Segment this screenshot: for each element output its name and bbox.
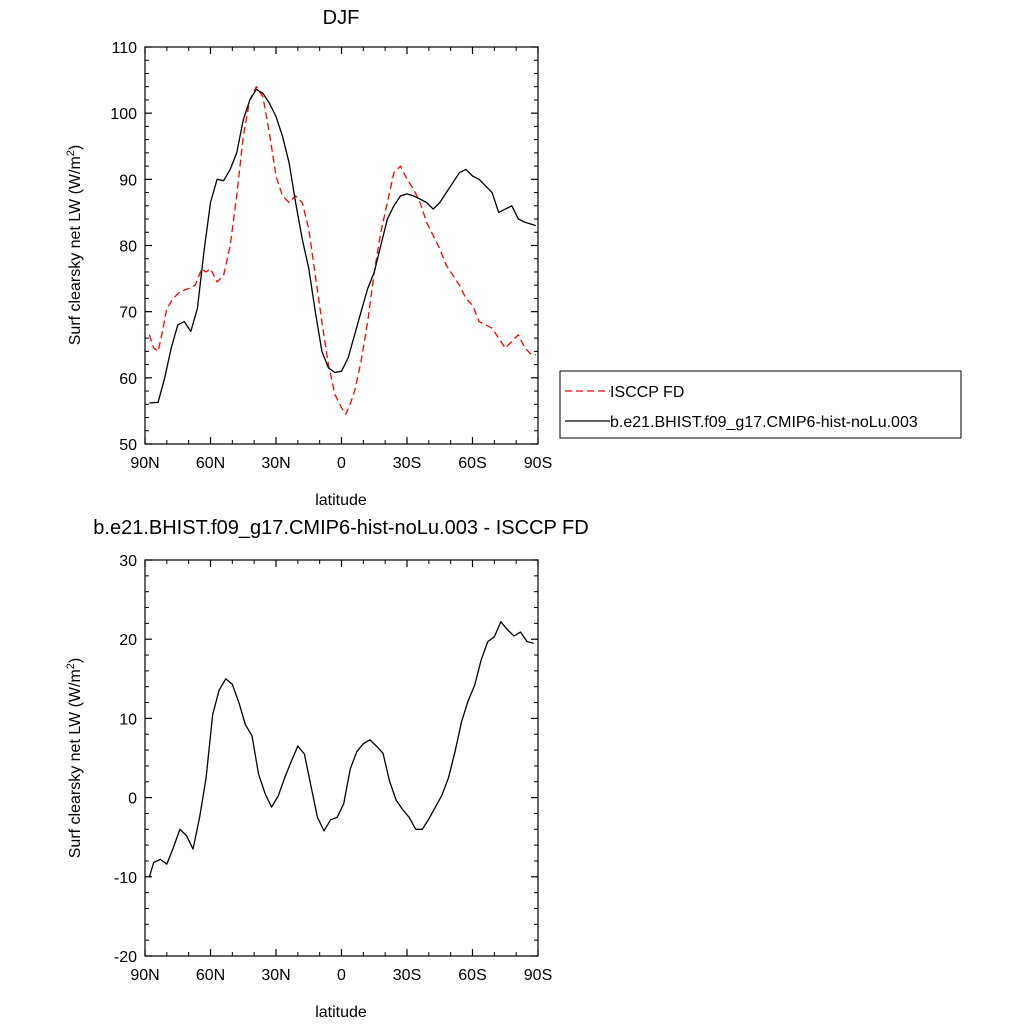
legend: ISCCP FD b.e21.BHIST.f09_g17.CMIP6-hist-… (559, 370, 962, 439)
bottom-chart: b.e21.BHIST.f09_g17.CMIP6-hist-noLu.003 … (65, 517, 589, 1021)
top-series-isccp-line (148, 86, 536, 415)
top-xtick-label: 60S (458, 455, 486, 472)
top-xtick-label: 30N (261, 455, 290, 472)
top-xtick-label: 90N (130, 455, 159, 472)
top-series-model-line (149, 88, 536, 404)
top-ytick-label: 70 (119, 305, 137, 322)
bottom-ytick-label: 30 (119, 553, 137, 570)
bottom-xtick-label: 0 (337, 967, 346, 984)
bottom-xtick-label: 60N (196, 967, 225, 984)
top-ytick-label: 50 (119, 437, 137, 454)
top-ytick-label: 90 (119, 172, 137, 189)
top-chart-title: DJF (323, 7, 360, 29)
bottom-xtick-label: 60S (458, 967, 486, 984)
top-ytick-label: 80 (119, 239, 137, 256)
bottom-chart-ylabel: Surf clearsky net LW (W/m2) (65, 658, 84, 859)
bottom-chart-xlabel: latitude (315, 1004, 367, 1021)
top-xtick-label: 0 (337, 455, 346, 472)
legend-label-isccp: ISCCP FD (610, 384, 684, 401)
legend-label-model: b.e21.BHIST.f09_g17.CMIP6-hist-noLu.003 (610, 414, 918, 431)
top-chart-ylabel: Surf clearsky net LW (W/m2) (65, 145, 84, 346)
top-ytick-label: 110 (111, 40, 137, 57)
bottom-xtick-label: 30N (261, 967, 290, 984)
bottom-ytick-label: -10 (114, 870, 137, 887)
bottom-xtick-label: 30S (393, 967, 421, 984)
bottom-ytick-label: 10 (119, 711, 137, 728)
bottom-ytick-label: 20 (119, 632, 137, 649)
bottom-xtick-label: 90N (130, 967, 159, 984)
top-chart-frame (144, 46, 539, 445)
bottom-chart-frame (144, 559, 539, 957)
top-ytick-label: 100 (110, 106, 137, 123)
bottom-chart-title: b.e21.BHIST.f09_g17.CMIP6-hist-noLu.003 … (93, 517, 588, 539)
bottom-ytick-label: -20 (114, 949, 137, 966)
bottom-ytick-label: 0 (128, 791, 137, 808)
bottom-xtick-label: 90S (524, 967, 552, 984)
top-xtick-label: 60N (196, 455, 225, 472)
bottom-series-difference-line (148, 621, 534, 877)
legend-box (559, 370, 962, 439)
top-xtick-label: 90S (524, 455, 552, 472)
top-chart-xlabel: latitude (315, 492, 367, 509)
top-ytick-label: 60 (119, 371, 137, 388)
top-xtick-label: 30S (393, 455, 421, 472)
top-chart: DJF 90N 60N 30N 0 30S 60S 90S5060708090100110 … (65, 7, 962, 509)
